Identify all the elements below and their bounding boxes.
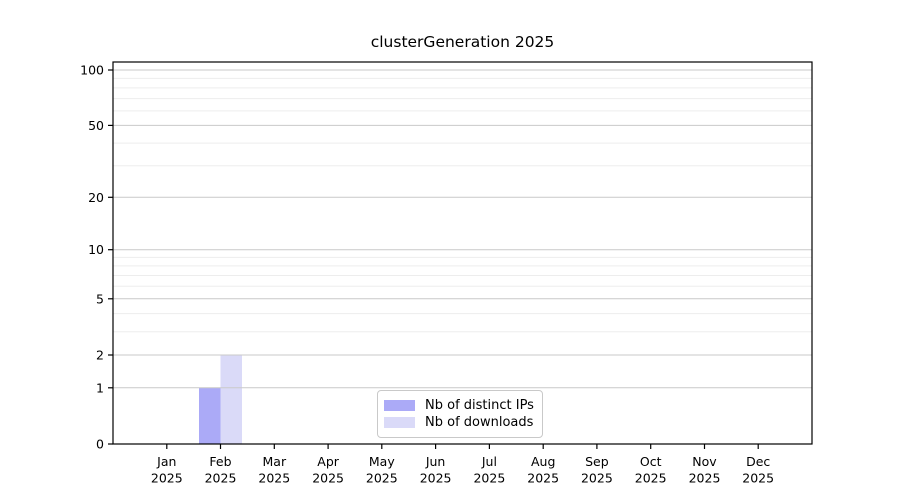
x-tick-label-month-Oct: Oct: [640, 454, 662, 469]
x-tick-label-year-Feb: 2025: [205, 471, 237, 486]
x-tick-label-month-Dec: Dec: [746, 454, 770, 469]
x-tick-label-month-Apr: Apr: [317, 454, 339, 469]
x-tick-label-month-Feb: Feb: [209, 454, 231, 469]
x-tick-label-year-Sep: 2025: [581, 471, 613, 486]
x-tick-label-year-Jan: 2025: [151, 471, 183, 486]
x-tick-label-month-Aug: Aug: [531, 454, 555, 469]
x-tick-label-year-Nov: 2025: [689, 471, 721, 486]
x-tick-label-month-May: May: [369, 454, 395, 469]
y-tick-label-20: 20: [88, 190, 104, 205]
y-tick-label-50: 50: [88, 118, 104, 133]
x-tick-label-month-Jul: Jul: [481, 454, 497, 469]
y-tick-label-5: 5: [96, 291, 104, 306]
legend-item-downloads: Nb of downloads: [384, 414, 542, 431]
axes-box: [112, 61, 813, 445]
y-tick-label-10: 10: [88, 242, 104, 257]
legend-label-distinct-ips: Nb of distinct IPs: [425, 398, 534, 413]
legend-swatch-downloads: [384, 417, 415, 428]
y-tick-label-100: 100: [80, 63, 104, 78]
y-tick-label-1: 1: [96, 380, 104, 395]
x-tick-label-year-Jun: 2025: [420, 471, 452, 486]
bar-distinct-ips: [199, 387, 221, 444]
x-tick-label-year-Mar: 2025: [258, 471, 290, 486]
x-tick-label-year-Apr: 2025: [312, 471, 344, 486]
x-tick-label-month-Jun: Jun: [425, 454, 446, 469]
x-tick-label-month-Sep: Sep: [585, 454, 609, 469]
x-tick-label-year-Oct: 2025: [635, 471, 667, 486]
x-tick-label-month-Jan: Jan: [156, 454, 176, 469]
x-tick-label-month-Mar: Mar: [263, 454, 287, 469]
legend-label-downloads: Nb of downloads: [425, 415, 534, 430]
x-tick-label-year-Dec: 2025: [742, 471, 774, 486]
legend-item-distinct-ips: Nb of distinct IPs: [384, 397, 542, 414]
y-tick-label-2: 2: [96, 348, 104, 363]
y-tick-label-0: 0: [96, 437, 104, 452]
legend-swatch-distinct-ips: [384, 400, 415, 411]
legend: Nb of distinct IPs Nb of downloads: [377, 390, 543, 438]
x-tick-label-year-May: 2025: [366, 471, 398, 486]
x-tick-label-year-Aug: 2025: [527, 471, 559, 486]
x-tick-label-month-Nov: Nov: [692, 454, 717, 469]
bar-downloads: [220, 355, 242, 444]
chart-title: clusterGeneration 2025: [370, 33, 555, 51]
x-tick-label-year-Jul: 2025: [473, 471, 505, 486]
